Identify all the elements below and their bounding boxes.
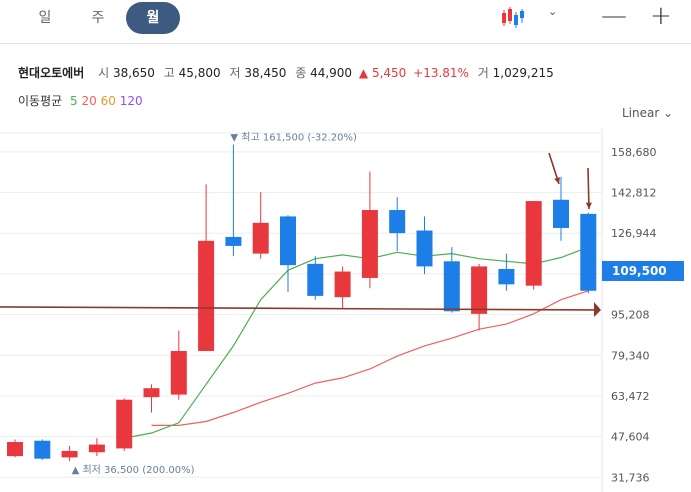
candle-body <box>471 266 488 314</box>
candle-body <box>198 240 215 352</box>
add-button[interactable]: + <box>650 1 672 31</box>
candle-body <box>34 440 51 459</box>
ma-5-label[interactable]: 5 <box>70 94 78 108</box>
trend-line-arrow-icon <box>594 301 601 317</box>
period-tab-week[interactable]: 주 <box>91 10 105 26</box>
low-annotation: ▲ 최저 36,500 (200.00%) <box>72 464 195 476</box>
stock-name: 현대오토에버 <box>18 66 85 80</box>
change-percent: +13.81% <box>413 66 469 80</box>
y-tick-label: 95,208 <box>611 309 650 322</box>
period-tab-month[interactable]: 월 <box>126 2 180 34</box>
candle-body <box>307 263 324 296</box>
candle-body <box>280 216 296 266</box>
volume-value: 1,029,215 <box>492 66 554 80</box>
candle-body <box>553 199 569 228</box>
ma-60-label[interactable]: 60 <box>100 94 116 108</box>
high-annotation: ▼ 최고 161,500 (-32.20%) <box>230 132 357 144</box>
candle-body <box>580 213 597 291</box>
scale-type-dropdown[interactable]: Linear ⌄ <box>622 106 673 120</box>
low-value: 38,450 <box>244 66 287 80</box>
candle-body <box>88 444 105 453</box>
period-toolbar: 일 주 월 ⌄ — + <box>0 0 691 44</box>
candle-body <box>389 210 406 234</box>
candle-body <box>143 388 160 398</box>
y-tick-label: 47,604 <box>611 431 650 444</box>
ma5-line <box>124 246 589 439</box>
open-value: 38,650 <box>112 66 155 80</box>
volume-label: 거 <box>477 66 489 80</box>
candle-body <box>334 271 351 298</box>
ma-120-label[interactable]: 120 <box>119 94 143 108</box>
candle-body <box>498 268 515 285</box>
high-label: 고 <box>163 66 175 80</box>
candle-body <box>61 450 78 458</box>
candle-body <box>225 236 242 246</box>
y-tick-label: 63,472 <box>611 390 650 403</box>
close-label: 종 <box>295 66 307 80</box>
high-value: 45,800 <box>178 66 221 80</box>
period-tab-day[interactable]: 일 <box>38 10 52 26</box>
candle-body <box>361 210 378 278</box>
candle-body <box>170 351 187 395</box>
y-tick-label: 79,340 <box>611 349 650 362</box>
chevron-down-icon[interactable]: ⌄ <box>548 5 558 18</box>
change-value: 5,450 <box>371 66 407 80</box>
candle-body <box>443 261 460 312</box>
candlestick-chart-icon[interactable] <box>501 6 529 28</box>
price-chart[interactable]: 158,680142,812126,944111,07695,20879,340… <box>0 128 691 492</box>
moving-average-legend: 이동평균 5 20 60 120 <box>18 92 143 109</box>
candle-body <box>252 222 269 254</box>
moving-average-title: 이동평균 <box>18 94 63 108</box>
annotation-arrow-icon <box>587 167 590 210</box>
candle-body <box>525 201 542 286</box>
annotation-arrow-icon-head <box>554 177 560 184</box>
minimize-button[interactable]: — <box>601 1 627 31</box>
low-label: 저 <box>229 66 241 80</box>
candle-body <box>416 230 433 267</box>
ma-20-label[interactable]: 20 <box>81 94 97 108</box>
close-value: 44,900 <box>310 66 353 80</box>
chevron-down-icon: ⌄ <box>663 106 674 120</box>
y-tick-label: 158,680 <box>611 146 657 159</box>
candle-body <box>116 399 133 449</box>
y-tick-label: 31,736 <box>611 471 650 484</box>
annotation-arrow-icon-head <box>585 202 592 209</box>
quote-summary: 현대오토에버 시 38,650 고 45,800 저 38,450 종 44,9… <box>18 64 557 81</box>
candle-body <box>7 442 23 457</box>
up-triangle-icon: ▲ <box>358 66 369 80</box>
ma20-line <box>151 290 589 426</box>
open-label: 시 <box>98 66 110 80</box>
scale-type-label: Linear <box>622 106 660 120</box>
y-tick-label: 142,812 <box>611 187 657 200</box>
trend-line <box>0 306 595 311</box>
y-tick-label: 126,944 <box>611 227 657 240</box>
current-price-tag: 109,500 <box>602 261 684 281</box>
